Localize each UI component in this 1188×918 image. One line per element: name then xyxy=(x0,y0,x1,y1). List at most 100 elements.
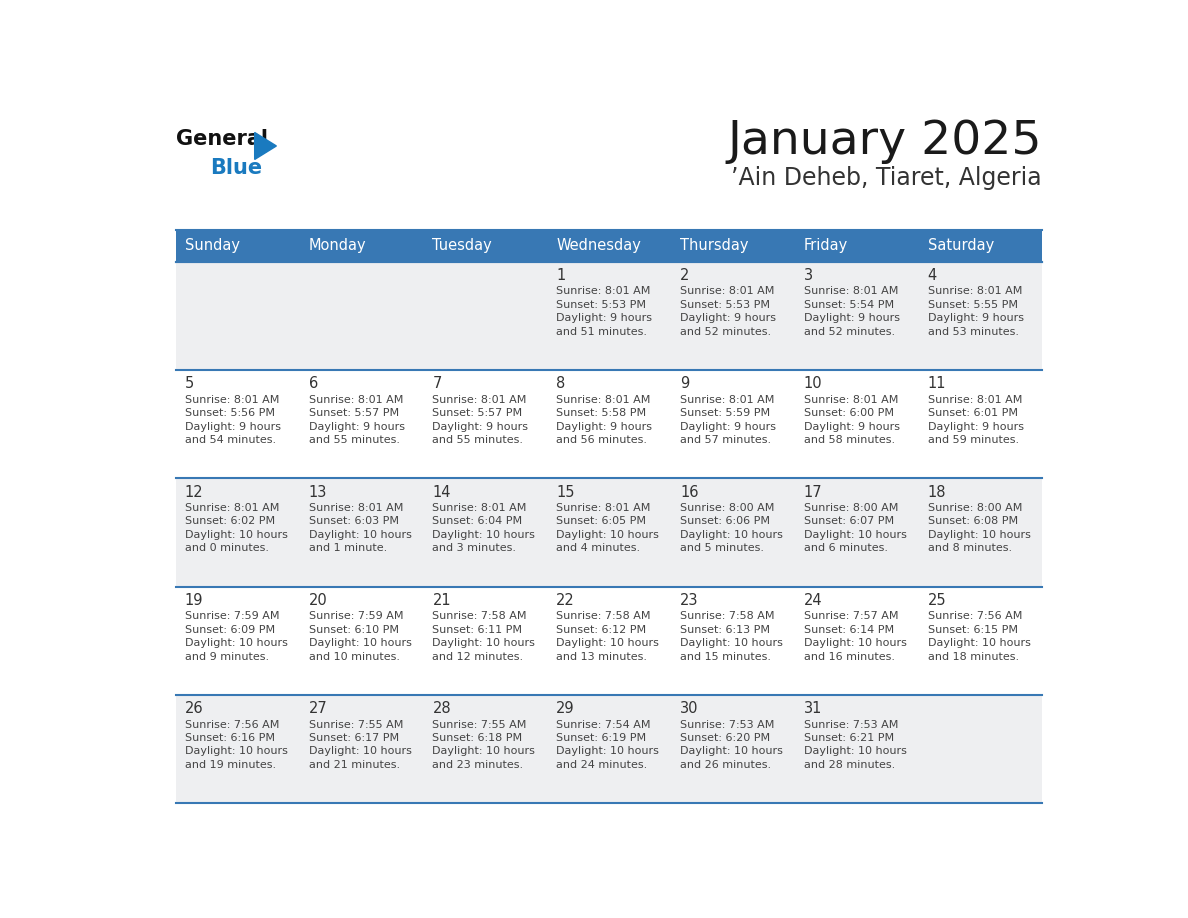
Bar xyxy=(299,695,423,803)
Text: and 56 minutes.: and 56 minutes. xyxy=(556,435,647,445)
Text: Sunset: 6:14 PM: Sunset: 6:14 PM xyxy=(804,625,893,634)
Text: Sunset: 6:21 PM: Sunset: 6:21 PM xyxy=(804,733,893,743)
Bar xyxy=(176,230,299,262)
Text: and 5 minutes.: and 5 minutes. xyxy=(680,543,764,554)
Text: Daylight: 10 hours: Daylight: 10 hours xyxy=(309,530,411,540)
Text: Sunrise: 8:01 AM: Sunrise: 8:01 AM xyxy=(556,395,651,405)
Text: Sunrise: 8:01 AM: Sunrise: 8:01 AM xyxy=(804,286,898,297)
Text: Sunrise: 8:00 AM: Sunrise: 8:00 AM xyxy=(680,503,775,513)
Text: Sunrise: 8:01 AM: Sunrise: 8:01 AM xyxy=(556,503,651,513)
Text: Saturday: Saturday xyxy=(928,238,994,253)
Bar xyxy=(176,478,299,587)
Text: 25: 25 xyxy=(928,593,946,608)
Text: Daylight: 10 hours: Daylight: 10 hours xyxy=(309,746,411,756)
Text: and 51 minutes.: and 51 minutes. xyxy=(556,327,647,337)
Text: 6: 6 xyxy=(309,376,318,391)
Text: and 15 minutes.: and 15 minutes. xyxy=(680,652,771,662)
Text: 13: 13 xyxy=(309,485,327,499)
Bar xyxy=(918,587,1042,695)
Text: 21: 21 xyxy=(432,593,451,608)
Bar xyxy=(918,695,1042,803)
Text: and 26 minutes.: and 26 minutes. xyxy=(680,760,771,770)
Text: 9: 9 xyxy=(680,376,689,391)
Text: Sunrise: 8:01 AM: Sunrise: 8:01 AM xyxy=(432,503,526,513)
Text: 23: 23 xyxy=(680,593,699,608)
Text: Sunset: 5:55 PM: Sunset: 5:55 PM xyxy=(928,300,1018,310)
Text: 7: 7 xyxy=(432,376,442,391)
Text: Sunset: 6:01 PM: Sunset: 6:01 PM xyxy=(928,409,1018,419)
Text: Sunrise: 7:53 AM: Sunrise: 7:53 AM xyxy=(680,720,775,730)
Text: Sunset: 6:10 PM: Sunset: 6:10 PM xyxy=(309,625,399,634)
Text: and 18 minutes.: and 18 minutes. xyxy=(928,652,1019,662)
Text: Sunday: Sunday xyxy=(185,238,240,253)
Text: 3: 3 xyxy=(804,268,813,283)
Text: Monday: Monday xyxy=(309,238,366,253)
Text: Sunset: 5:59 PM: Sunset: 5:59 PM xyxy=(680,409,770,419)
Text: and 19 minutes.: and 19 minutes. xyxy=(185,760,276,770)
Text: Daylight: 9 hours: Daylight: 9 hours xyxy=(556,421,652,431)
Text: and 52 minutes.: and 52 minutes. xyxy=(680,327,771,337)
Bar xyxy=(795,695,918,803)
Text: and 53 minutes.: and 53 minutes. xyxy=(928,327,1018,337)
Text: Sunrise: 7:56 AM: Sunrise: 7:56 AM xyxy=(928,611,1022,621)
Text: Daylight: 10 hours: Daylight: 10 hours xyxy=(680,530,783,540)
Text: Daylight: 10 hours: Daylight: 10 hours xyxy=(556,638,659,648)
Text: Sunset: 6:02 PM: Sunset: 6:02 PM xyxy=(185,517,276,527)
Text: Daylight: 10 hours: Daylight: 10 hours xyxy=(432,746,536,756)
Bar xyxy=(423,230,546,262)
Text: Daylight: 10 hours: Daylight: 10 hours xyxy=(804,530,906,540)
Text: Daylight: 9 hours: Daylight: 9 hours xyxy=(804,313,899,323)
Text: and 16 minutes.: and 16 minutes. xyxy=(804,652,895,662)
Text: and 21 minutes.: and 21 minutes. xyxy=(309,760,400,770)
Text: Sunset: 6:12 PM: Sunset: 6:12 PM xyxy=(556,625,646,634)
Text: 1: 1 xyxy=(556,268,565,283)
Bar xyxy=(546,230,671,262)
Text: 12: 12 xyxy=(185,485,203,499)
Text: Sunrise: 8:01 AM: Sunrise: 8:01 AM xyxy=(185,503,279,513)
Text: and 23 minutes.: and 23 minutes. xyxy=(432,760,524,770)
Text: 10: 10 xyxy=(804,376,822,391)
Bar xyxy=(546,587,671,695)
Text: ’Ain Deheb, Tiaret, Algeria: ’Ain Deheb, Tiaret, Algeria xyxy=(732,165,1042,190)
Bar xyxy=(795,230,918,262)
Bar xyxy=(299,262,423,370)
Text: Sunset: 6:13 PM: Sunset: 6:13 PM xyxy=(680,625,770,634)
Bar xyxy=(176,370,299,478)
Text: Friday: Friday xyxy=(804,238,848,253)
Text: Sunrise: 7:59 AM: Sunrise: 7:59 AM xyxy=(185,611,279,621)
Bar xyxy=(546,695,671,803)
Text: 22: 22 xyxy=(556,593,575,608)
Text: Sunrise: 8:01 AM: Sunrise: 8:01 AM xyxy=(556,286,651,297)
Text: Daylight: 10 hours: Daylight: 10 hours xyxy=(804,746,906,756)
Text: Sunrise: 8:01 AM: Sunrise: 8:01 AM xyxy=(185,395,279,405)
Text: 29: 29 xyxy=(556,701,575,716)
Text: Sunset: 6:19 PM: Sunset: 6:19 PM xyxy=(556,733,646,743)
Bar xyxy=(918,370,1042,478)
Bar xyxy=(918,478,1042,587)
Bar xyxy=(671,262,795,370)
Text: and 3 minutes.: and 3 minutes. xyxy=(432,543,517,554)
Text: and 58 minutes.: and 58 minutes. xyxy=(804,435,895,445)
Bar xyxy=(795,262,918,370)
Text: and 55 minutes.: and 55 minutes. xyxy=(432,435,524,445)
Bar xyxy=(795,587,918,695)
Text: 15: 15 xyxy=(556,485,575,499)
Text: Sunrise: 8:01 AM: Sunrise: 8:01 AM xyxy=(309,503,403,513)
Text: Sunrise: 7:56 AM: Sunrise: 7:56 AM xyxy=(185,720,279,730)
Text: Sunrise: 8:01 AM: Sunrise: 8:01 AM xyxy=(680,286,775,297)
Text: Sunset: 6:03 PM: Sunset: 6:03 PM xyxy=(309,517,399,527)
Text: Sunrise: 7:59 AM: Sunrise: 7:59 AM xyxy=(309,611,403,621)
Text: Daylight: 9 hours: Daylight: 9 hours xyxy=(185,421,280,431)
Text: 20: 20 xyxy=(309,593,328,608)
Text: and 55 minutes.: and 55 minutes. xyxy=(309,435,399,445)
Text: 4: 4 xyxy=(928,268,937,283)
Text: January 2025: January 2025 xyxy=(727,119,1042,164)
Text: and 52 minutes.: and 52 minutes. xyxy=(804,327,895,337)
Text: Daylight: 10 hours: Daylight: 10 hours xyxy=(928,638,1030,648)
Bar xyxy=(918,262,1042,370)
Text: 19: 19 xyxy=(185,593,203,608)
Text: 17: 17 xyxy=(804,485,822,499)
Bar xyxy=(299,587,423,695)
Text: Sunset: 5:57 PM: Sunset: 5:57 PM xyxy=(309,409,399,419)
Text: General: General xyxy=(176,129,267,150)
